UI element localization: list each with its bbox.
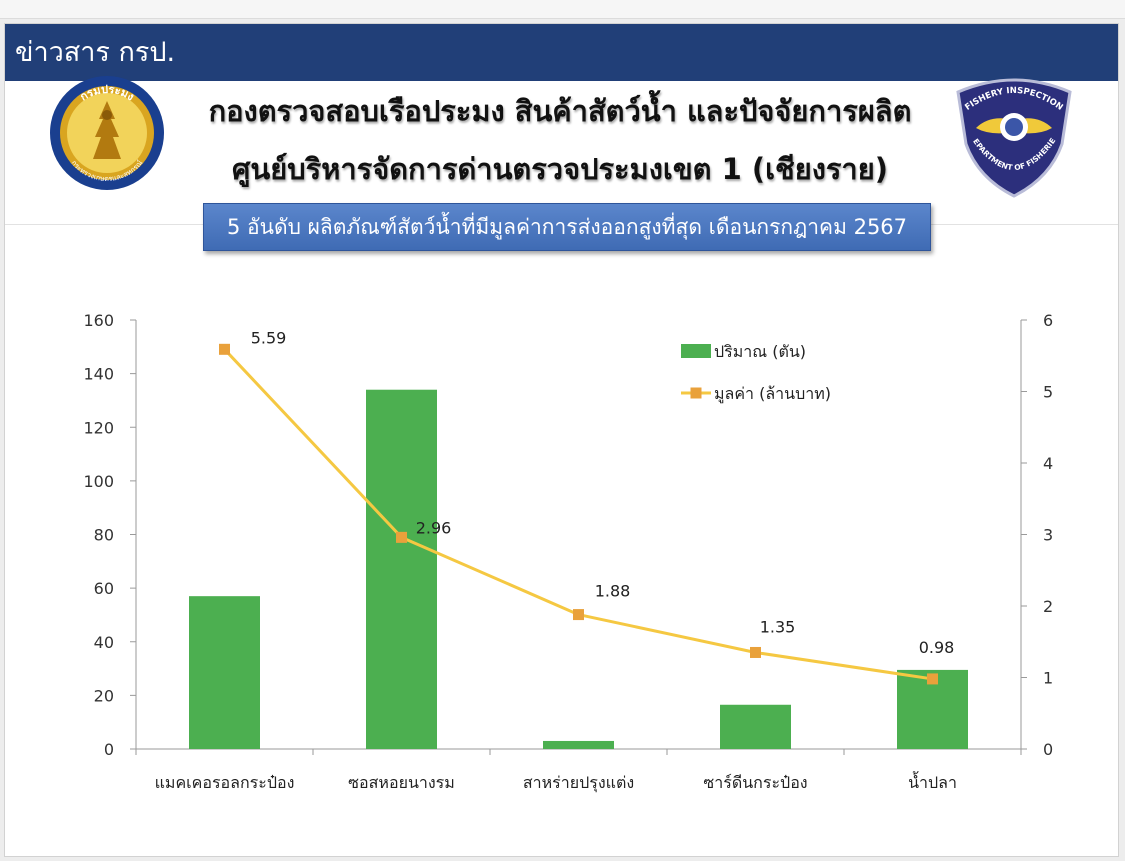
data-label: 0.98 bbox=[919, 638, 955, 657]
line-point bbox=[219, 343, 230, 355]
data-label: 5.59 bbox=[251, 328, 287, 347]
y-left-tick-label: 120 bbox=[83, 418, 114, 437]
y-right-tick-label: 0 bbox=[1043, 740, 1053, 759]
x-tick-label: ซาร์ดีนกระป๋อง bbox=[703, 773, 807, 792]
y-left-tick-label: 60 bbox=[94, 579, 114, 598]
y-left-tick-label: 40 bbox=[94, 633, 114, 652]
fishery-inspection-shield-logo: FISHERY INSPECTION DEPARTMENT OF FISHERI… bbox=[950, 70, 1072, 198]
y-left-tick-label: 140 bbox=[83, 365, 114, 384]
legend-line-marker bbox=[690, 387, 702, 399]
center-title: ศูนย์บริหารจัดการด่านตรวจประมงเขต 1 (เชี… bbox=[232, 152, 888, 186]
bar bbox=[189, 596, 260, 749]
y-left-tick-label: 20 bbox=[94, 686, 114, 705]
y-right-tick-label: 5 bbox=[1043, 383, 1053, 402]
line-point bbox=[396, 531, 407, 543]
y-left-tick-label: 160 bbox=[83, 311, 114, 330]
y-right-tick-label: 1 bbox=[1043, 669, 1053, 688]
line-point bbox=[573, 609, 584, 621]
news-header-bar: ข่าวสาร กรป. bbox=[5, 24, 1118, 81]
chart-title-banner: 5 อันดับ ผลิตภัณฑ์สัตว์น้ำที่มีมูลค่าการ… bbox=[203, 203, 931, 251]
window-top-strip bbox=[0, 0, 1125, 19]
line-point bbox=[750, 646, 761, 658]
bar bbox=[720, 704, 791, 749]
y-right-tick-label: 2 bbox=[1043, 597, 1053, 616]
y-left-tick-label: 80 bbox=[94, 526, 114, 545]
x-tick-label: แมคเคอรอลกระป๋อง bbox=[155, 773, 295, 792]
y-left-tick-label: 100 bbox=[83, 472, 114, 491]
x-tick-label: ซอสหอยนางรม bbox=[348, 773, 455, 792]
chart-title: 5 อันดับ ผลิตภัณฑ์สัตว์น้ำที่มีมูลค่าการ… bbox=[226, 215, 908, 239]
division-title: กองตรวจสอบเรือประมง สินค้าสัตว์น้ำ และปั… bbox=[208, 94, 912, 128]
y-right-tick-label: 6 bbox=[1043, 311, 1053, 330]
data-label: 1.35 bbox=[760, 617, 796, 636]
y-right-tick-label: 4 bbox=[1043, 454, 1053, 473]
fisheries-seal-logo: กรมประมง กระทรวงเกษตรและสหกรณ์ bbox=[50, 76, 164, 190]
y-right-tick-label: 3 bbox=[1043, 526, 1053, 545]
bar bbox=[366, 389, 437, 749]
legend-label-value: มูลค่า (ล้านบาท) bbox=[714, 384, 831, 404]
y-left-tick-label: 0 bbox=[104, 740, 114, 759]
line-point bbox=[927, 673, 938, 685]
x-tick-label: น้ำปลา bbox=[908, 771, 957, 792]
x-tick-label: สาหร่ายปรุงแต่ง bbox=[523, 773, 634, 793]
bar bbox=[543, 740, 614, 749]
data-label: 2.96 bbox=[416, 518, 452, 537]
legend-bar-swatch bbox=[681, 344, 711, 358]
news-title: ข่าวสาร กรป. bbox=[15, 37, 176, 68]
legend-label-quantity: ปริมาณ (ตัน) bbox=[714, 342, 806, 361]
data-label: 1.88 bbox=[595, 582, 631, 601]
